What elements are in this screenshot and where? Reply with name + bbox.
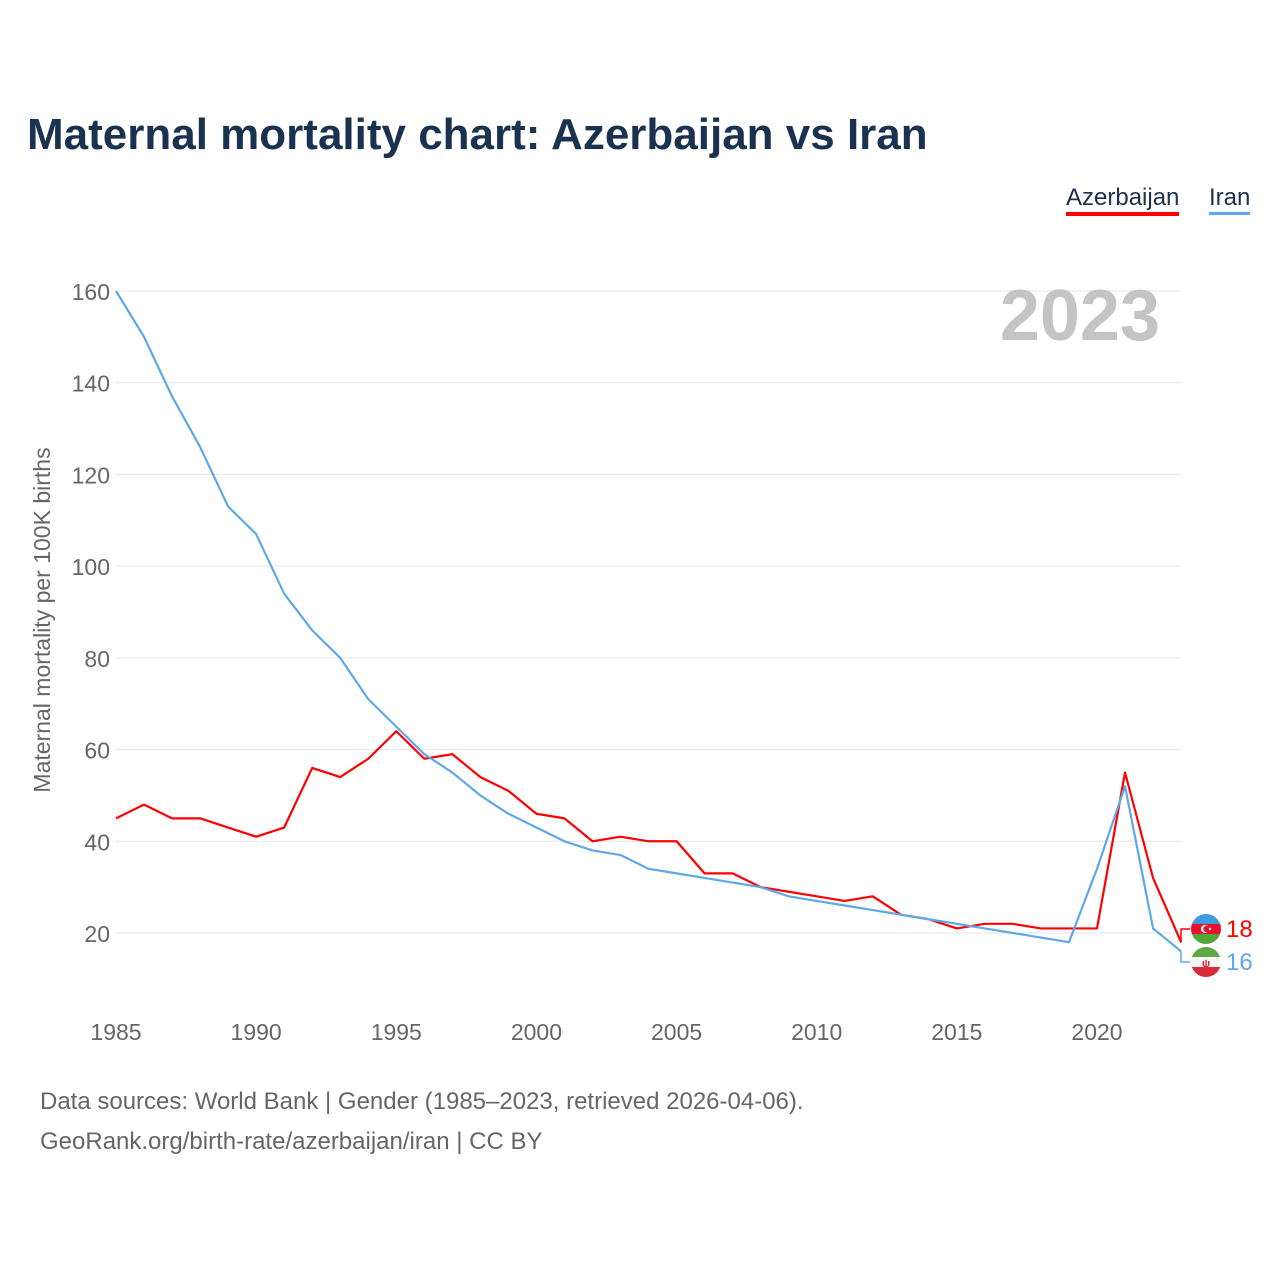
footer-sources: Data sources: World Bank | Gender (1985–…	[40, 1088, 804, 1115]
y-tick-label: 100	[72, 554, 110, 580]
y-tick-label: 40	[84, 829, 110, 855]
end-connector	[1180, 928, 1190, 943]
x-tick-label: 2000	[511, 1019, 562, 1045]
x-tick-label: 2005	[651, 1019, 702, 1045]
y-tick-label: 80	[84, 646, 110, 672]
x-tick-label: 2010	[791, 1019, 842, 1045]
end-value-label: 18	[1226, 916, 1253, 943]
series-line-azerbaijan	[115, 730, 1183, 943]
legend-iran[interactable]: Iran	[1209, 184, 1251, 215]
year-label: 2023	[1000, 276, 1160, 356]
chart-title: Maternal mortality chart: Azerbaijan vs …	[27, 110, 928, 159]
x-tick-label: 1995	[371, 1019, 422, 1045]
y-tick-label: 140	[72, 371, 110, 397]
footer-link[interactable]: GeoRank.org/birth-rate/azerbaijan/iran |…	[40, 1128, 543, 1155]
y-tick-label: 60	[84, 738, 110, 764]
legend-azerbaijan[interactable]: Azerbaijan	[1066, 184, 1180, 216]
svg-text:ψ: ψ	[1202, 958, 1210, 970]
y-tick-label: 20	[84, 921, 110, 947]
y-tick-label: 120	[72, 462, 110, 488]
y-axis-label: Maternal mortality per 100K births	[29, 447, 55, 792]
end-connector	[1180, 950, 1190, 963]
x-tick-label: 2015	[931, 1019, 982, 1045]
y-tick-label: 160	[72, 279, 110, 305]
x-tick-label: 1985	[90, 1019, 141, 1045]
x-tick-label: 2020	[1071, 1019, 1122, 1045]
azerbaijan-flag-icon	[1191, 914, 1221, 944]
end-value-label: 16	[1226, 949, 1253, 976]
iran-flag-icon: ψ	[1191, 947, 1221, 977]
series-line-iran	[115, 290, 1182, 953]
x-tick-label: 1990	[231, 1019, 282, 1045]
